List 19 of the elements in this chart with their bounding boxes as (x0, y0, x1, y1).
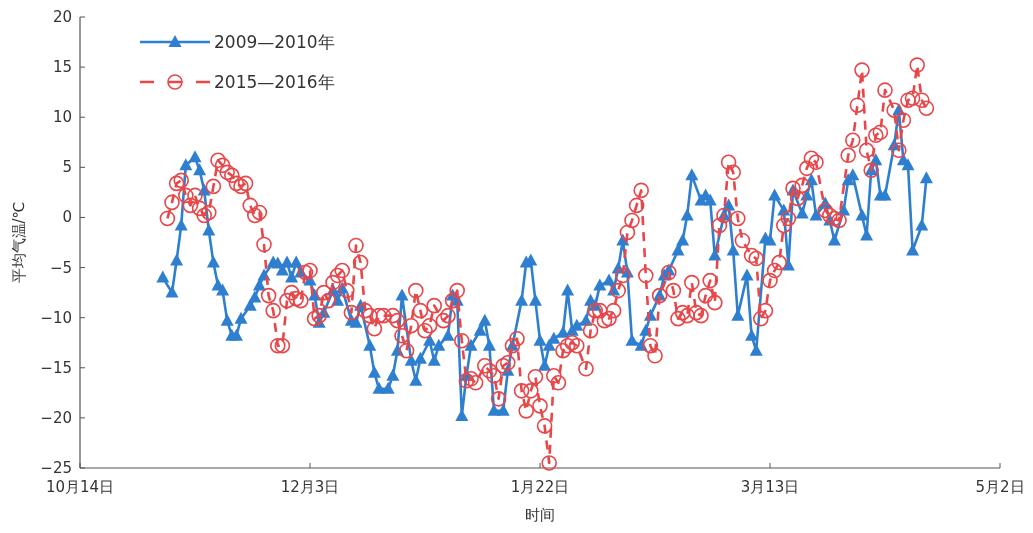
x-tick-label: 12月3日 (280, 478, 340, 496)
y-tick-label: 20 (52, 8, 72, 26)
y-tick-label: 10 (52, 108, 72, 127)
y-tick-label: −15 (40, 358, 72, 377)
legend-label: 2009—2010年 (214, 32, 335, 52)
x-axis-title: 时间 (525, 506, 555, 524)
x-tick-label: 10月14日 (45, 478, 115, 496)
y-tick-label: −5 (49, 258, 72, 277)
y-axis-title: 平均气温/℃ (10, 201, 28, 284)
y-tick-label: −25 (40, 459, 72, 477)
x-tick-label: 1月22日 (510, 478, 570, 496)
legend-label: 2015—2016年 (214, 72, 335, 92)
y-tick-label: −10 (40, 308, 72, 327)
x-tick-label: 5月2日 (975, 478, 1025, 496)
y-tick-label: 0 (62, 208, 72, 227)
y-tick-label: 5 (62, 158, 72, 177)
x-tick-label: 3月13日 (740, 478, 800, 496)
y-tick-label: −20 (40, 408, 72, 427)
y-tick-label: 15 (52, 58, 72, 77)
